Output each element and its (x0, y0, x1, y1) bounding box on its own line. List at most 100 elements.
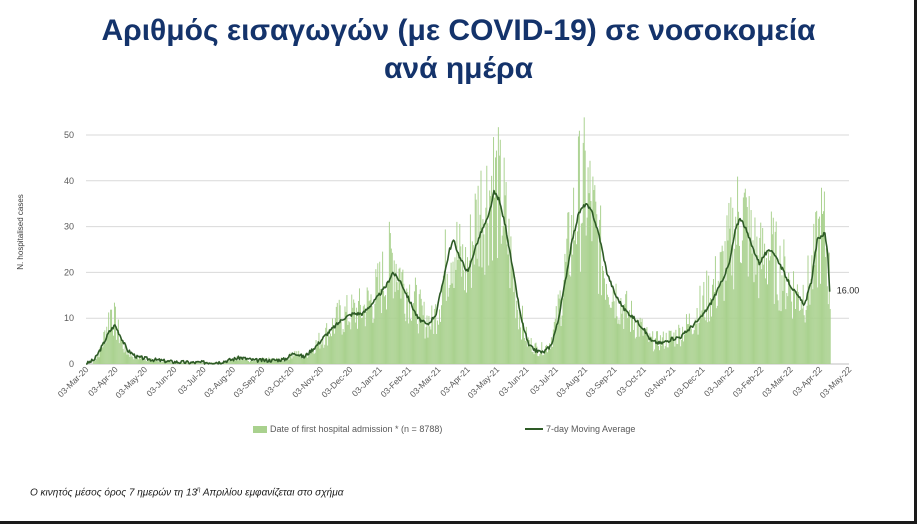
bar (648, 341, 650, 364)
bar (478, 266, 480, 364)
bar (354, 302, 356, 364)
bar (104, 330, 106, 364)
bar (745, 197, 747, 364)
bar (694, 319, 696, 364)
bar (416, 323, 418, 364)
bar (377, 263, 379, 364)
bar (140, 357, 142, 364)
bar (547, 352, 549, 364)
bar (393, 260, 395, 364)
bar (696, 308, 698, 364)
bar (383, 290, 385, 364)
bar (781, 275, 783, 364)
bar (612, 289, 614, 364)
bar (828, 252, 830, 364)
bar (341, 334, 343, 364)
bar (389, 233, 391, 364)
bar (351, 294, 353, 364)
bar (338, 299, 340, 364)
bar (665, 332, 667, 364)
bar (316, 344, 318, 364)
bar (420, 298, 422, 364)
bar (436, 333, 438, 364)
bar (713, 292, 715, 364)
bar (305, 354, 307, 364)
bar (558, 298, 560, 364)
bar (330, 333, 332, 364)
bar (659, 335, 661, 364)
bar (535, 342, 537, 364)
bar (493, 137, 495, 364)
bar (277, 361, 279, 364)
bar (470, 287, 472, 364)
bar (597, 229, 599, 364)
y-tick-label: 50 (64, 130, 74, 140)
bar (756, 236, 758, 364)
bar (439, 309, 441, 364)
bar (227, 361, 229, 364)
bar (673, 332, 675, 364)
bar (306, 357, 308, 364)
bar (488, 265, 490, 364)
bar (635, 336, 637, 364)
bar (813, 223, 815, 364)
bar (242, 357, 244, 364)
bar (99, 347, 101, 364)
bar (187, 362, 189, 364)
bar (777, 300, 779, 364)
bar (294, 350, 296, 364)
bar (736, 244, 738, 364)
bar (310, 350, 312, 364)
bar (151, 360, 153, 364)
bar (406, 288, 408, 364)
bar (366, 287, 368, 364)
bar (340, 321, 342, 364)
bar (344, 306, 346, 364)
bar (467, 268, 469, 364)
bar (760, 222, 762, 364)
bar (654, 349, 656, 364)
bar (433, 333, 435, 364)
bar (251, 361, 253, 364)
bar (325, 327, 327, 364)
bar (536, 346, 538, 364)
bar (687, 324, 689, 364)
bar (243, 358, 245, 364)
bar (775, 221, 777, 364)
bar (114, 306, 116, 364)
bar (733, 289, 735, 364)
bar (730, 197, 732, 364)
bar (742, 197, 744, 364)
x-tick-label: 03-Jun-20 (144, 364, 178, 398)
bar (811, 255, 813, 364)
bar (153, 360, 155, 364)
bar (460, 246, 462, 364)
bar (800, 301, 802, 364)
bar (386, 282, 388, 364)
bar (626, 290, 628, 364)
bar (641, 318, 643, 364)
bar (293, 356, 295, 364)
bar (322, 339, 324, 364)
bar (347, 324, 349, 364)
bar (820, 283, 822, 364)
x-axis-ticks: 03-Mar-2003-Apr-2003-May-2003-Jun-2003-J… (56, 364, 854, 400)
bar (624, 303, 626, 364)
bar (477, 185, 479, 364)
bar (326, 323, 328, 364)
bar (537, 355, 539, 364)
bar (693, 330, 695, 364)
bar (551, 346, 553, 364)
bar (544, 351, 546, 364)
bar (448, 287, 450, 364)
bar (287, 358, 289, 364)
bar (429, 326, 431, 364)
bar (646, 327, 648, 364)
bar (154, 360, 156, 364)
bar (360, 317, 362, 364)
bar (410, 319, 412, 364)
bar (404, 313, 406, 364)
bar (509, 288, 511, 364)
bar (106, 326, 108, 364)
bar (109, 330, 111, 364)
